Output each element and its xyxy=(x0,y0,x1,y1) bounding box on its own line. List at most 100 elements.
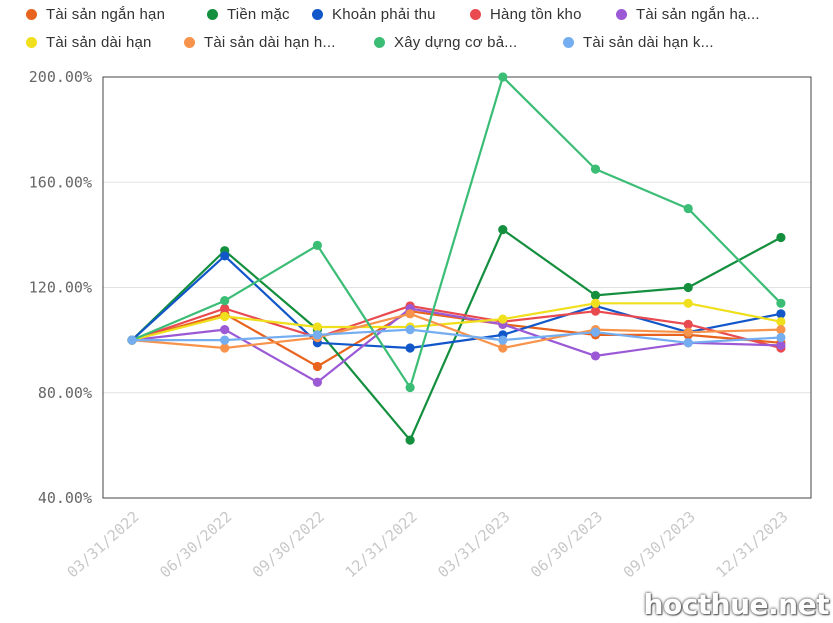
legend-item[interactable]: Tài sản ngắn hạn xyxy=(26,6,165,23)
data-point xyxy=(683,338,693,348)
grid-lines xyxy=(103,76,811,499)
data-point xyxy=(220,343,230,353)
y-tick-label: 160.00% xyxy=(29,173,92,191)
legend-marker xyxy=(563,37,574,48)
data-point xyxy=(590,306,601,316)
data-point xyxy=(498,225,508,235)
data-point xyxy=(220,251,230,261)
data-point xyxy=(312,240,322,250)
series-line xyxy=(132,328,781,344)
data-point xyxy=(590,351,601,361)
series-line xyxy=(131,307,781,384)
x-tick-label: 03/31/2022 xyxy=(64,508,143,582)
legend-item[interactable]: Hàng tồn kho xyxy=(470,6,582,23)
data-point xyxy=(220,311,230,322)
x-tick-label: 03/31/2023 xyxy=(434,508,513,582)
chart-legend: Tài sản ngắn hạn Tiền mặc Khoản phải thu Hà… xyxy=(0,6,833,66)
data-point xyxy=(776,232,786,243)
series-lines xyxy=(127,72,786,445)
data-point xyxy=(312,322,322,332)
legend-marker xyxy=(184,37,195,48)
x-axis-ticks: 03/31/2022 06/30/2022 09/30/2022 12/31/2022… xyxy=(64,508,792,582)
x-tick-label: 09/30/2022 xyxy=(249,508,328,582)
legend-item[interactable]: Tài sản ngắn hạ... xyxy=(616,6,760,23)
data-point xyxy=(776,332,786,343)
y-tick-label: 40.00% xyxy=(38,489,92,507)
data-point xyxy=(405,343,415,353)
data-point xyxy=(127,335,137,345)
series-line xyxy=(131,302,782,342)
data-point xyxy=(498,343,508,353)
x-tick-label: 12/31/2022 xyxy=(342,508,421,582)
legend-marker xyxy=(26,9,37,20)
legend-item[interactable]: Khoản phải thu xyxy=(312,6,436,23)
x-tick-label: 06/30/2022 xyxy=(156,508,235,582)
data-point xyxy=(590,327,601,337)
data-point xyxy=(498,335,508,345)
data-point xyxy=(498,314,508,324)
series-line xyxy=(131,254,782,350)
data-point xyxy=(683,282,693,293)
legend-label: Tài sản ngắn hạ... xyxy=(636,6,760,23)
series-9 xyxy=(127,325,786,348)
legend-marker xyxy=(312,9,323,20)
data-point xyxy=(776,317,786,327)
data-point xyxy=(220,335,230,345)
data-point xyxy=(498,72,508,82)
data-point xyxy=(683,203,693,214)
data-point xyxy=(220,296,230,306)
series-line xyxy=(131,75,782,389)
series-line xyxy=(131,304,782,350)
legend-label: Tài sản dài hạn k... xyxy=(583,34,714,51)
legend-marker xyxy=(207,9,218,20)
data-point xyxy=(312,361,322,372)
y-tick-label: 120.00% xyxy=(29,279,92,297)
data-point xyxy=(405,435,415,445)
y-tick-label: 200.00% xyxy=(29,68,92,86)
legend-item[interactable]: Tiền mặc xyxy=(207,6,290,23)
legend-marker xyxy=(616,9,627,20)
legend-label: Hàng tồn kho xyxy=(490,6,582,23)
legend-item[interactable]: Xây dựng cơ bả... xyxy=(374,34,517,51)
data-point xyxy=(590,290,601,300)
data-point xyxy=(220,325,230,335)
data-point xyxy=(683,298,693,308)
legend-marker xyxy=(26,37,37,48)
legend-marker xyxy=(374,37,385,48)
legend-item[interactable]: Tài sản dài hạn xyxy=(26,34,152,51)
plot-frame xyxy=(102,76,812,499)
data-point xyxy=(405,325,415,335)
legend-label: Tài sản ngắn hạn xyxy=(46,6,166,23)
data-point xyxy=(776,309,786,319)
legend-label: Tiền mặc xyxy=(227,6,290,23)
legend-marker xyxy=(470,9,481,20)
data-point xyxy=(405,309,415,319)
data-point xyxy=(776,325,786,335)
data-point xyxy=(776,298,786,308)
data-point xyxy=(683,319,693,329)
data-point xyxy=(683,327,693,337)
data-point xyxy=(776,340,786,350)
series-8 xyxy=(127,72,786,393)
legend-label: Tài sản dài hạn xyxy=(46,34,152,51)
watermark: hocthue.net xyxy=(643,588,830,621)
data-point xyxy=(405,382,415,393)
data-point xyxy=(220,303,230,314)
legend-label: Khoản phải thu xyxy=(332,6,436,23)
x-tick-label: 09/30/2023 xyxy=(620,508,699,582)
series-line xyxy=(131,310,781,368)
data-point xyxy=(590,164,601,174)
x-tick-label: 12/31/2023 xyxy=(712,508,791,582)
legend-label: Tài sản dài hạn h... xyxy=(204,34,336,51)
x-tick-label: 06/30/2023 xyxy=(527,508,606,582)
legend-label: Xây dựng cơ bả... xyxy=(394,34,518,51)
data-point xyxy=(312,330,322,340)
data-point xyxy=(312,377,322,387)
y-axis-ticks: 200.00% 160.00% 120.00% 80.00% 40.00% xyxy=(29,68,92,507)
legend-item[interactable]: Tài sản dài hạn k... xyxy=(563,34,714,51)
legend-item[interactable]: Tài sản dài hạn h... xyxy=(184,34,336,51)
y-tick-label: 80.00% xyxy=(38,384,92,402)
data-point xyxy=(590,298,601,308)
series-line xyxy=(131,312,781,350)
